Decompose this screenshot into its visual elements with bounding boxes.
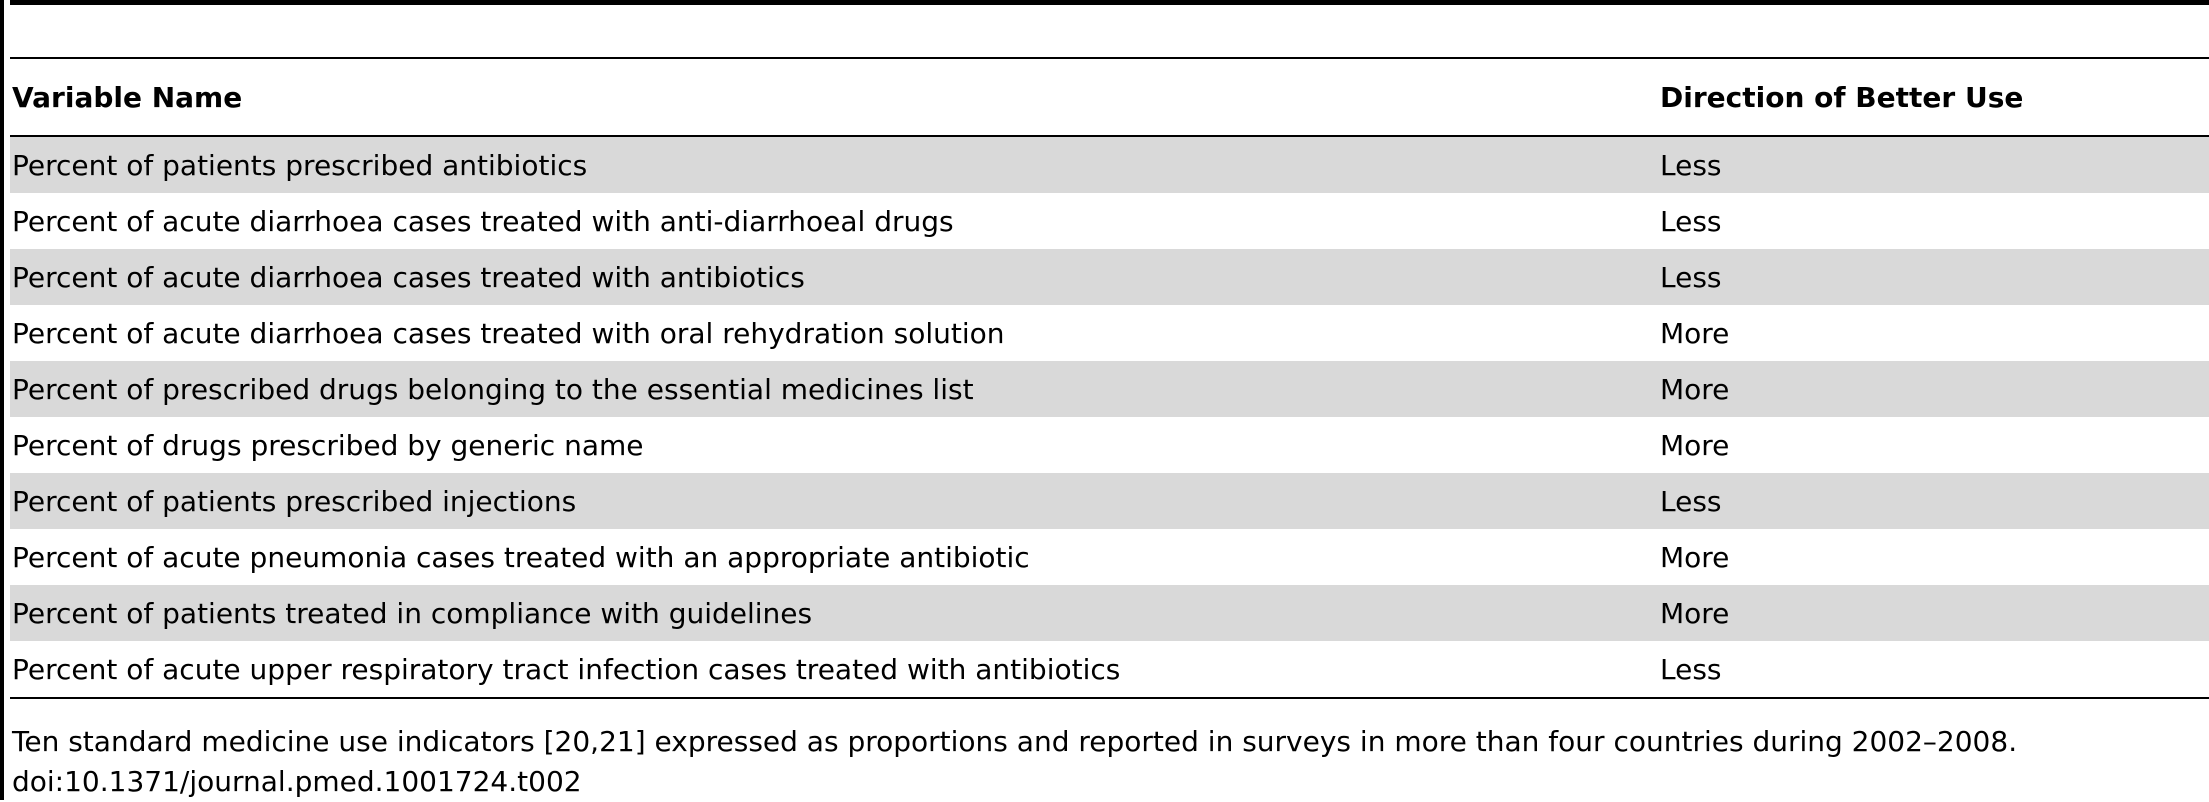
direction-cell: More [1658,585,2209,641]
variable-name-cell: Percent of acute pneumonia cases treated… [12,540,1030,574]
variable-name-cell: Percent of acute diarrhoea cases treated… [12,316,1005,350]
indicator-table-container: Variable Name Direction of Better Use Pe… [10,57,2209,699]
table-header-row: Variable Name Direction of Better Use [10,58,2209,136]
direction-cell: More [1660,316,1730,350]
direction-cell: Less [1660,652,1722,686]
variable-name-cell: Percent of drugs prescribed by generic n… [12,428,644,462]
footnote-caption: Ten standard medicine use indicators [20… [12,725,2018,758]
direction-cell: Less [1658,136,2209,193]
table-row: Percent of drugs prescribed by generic n… [10,417,2209,473]
direction-cell: More [1660,428,1730,462]
direction-cell: Less [1658,473,2209,529]
table-row: Percent of acute pneumonia cases treated… [10,529,2209,585]
variable-name-cell: Percent of acute diarrhoea cases treated… [12,204,954,238]
direction-cell: More [1660,540,1730,574]
table-row: Percent of acute diarrhoea cases treated… [10,249,2209,305]
variable-name-cell: Percent of patients prescribed injection… [10,473,1658,529]
top-border-rule [10,0,2209,5]
table-row: Percent of patients prescribed injection… [10,473,2209,529]
table-row: Percent of patients prescribed antibioti… [10,136,2209,193]
table-row: Percent of acute upper respiratory tract… [10,641,2209,698]
table-row: Percent of acute diarrhoea cases treated… [10,193,2209,249]
variable-name-cell: Percent of patients prescribed antibioti… [10,136,1658,193]
table-row: Percent of prescribed drugs belonging to… [10,361,2209,417]
left-border-rule [0,0,4,800]
table-row: Percent of acute diarrhoea cases treated… [10,305,2209,361]
header-direction-of-better-use: Direction of Better Use [1660,80,2024,114]
table-row: Percent of patients treated in complianc… [10,585,2209,641]
variable-name-cell: Percent of acute diarrhoea cases treated… [10,249,1658,305]
table-footnote: Ten standard medicine use indicators [20… [12,722,2017,802]
variable-name-cell: Percent of patients treated in complianc… [10,585,1658,641]
variable-name-cell: Percent of prescribed drugs belonging to… [10,361,1658,417]
direction-cell: Less [1660,204,1722,238]
footnote-doi: doi:10.1371/journal.pmed.1001724.t002 [12,765,582,798]
direction-cell: More [1658,361,2209,417]
direction-cell: Less [1658,249,2209,305]
indicator-table: Variable Name Direction of Better Use Pe… [10,57,2209,699]
variable-name-cell: Percent of acute upper respiratory tract… [12,652,1121,686]
header-variable-name: Variable Name [12,80,243,114]
